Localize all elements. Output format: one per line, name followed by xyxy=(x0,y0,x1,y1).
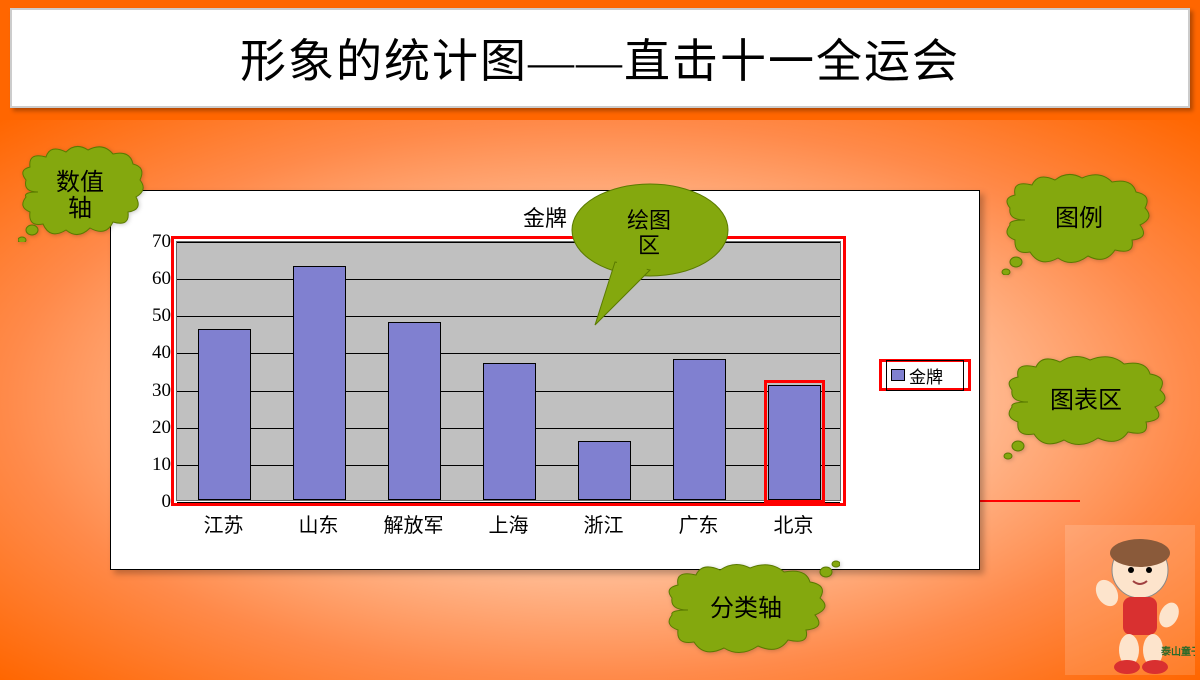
legend: 金牌 xyxy=(886,360,964,391)
y-tick-label: 30 xyxy=(152,380,171,402)
cloud-value-axis-label: 数值 轴 xyxy=(56,170,104,223)
x-tick-label: 广东 xyxy=(651,509,746,538)
callout-plot-region-label: 绘图 区 xyxy=(627,208,671,259)
bar xyxy=(483,363,535,500)
y-tick-label: 20 xyxy=(152,417,171,439)
cloud-category-axis: 分类轴 xyxy=(660,560,840,665)
x-tick-label: 解放军 xyxy=(366,509,461,538)
cloud-value-axis: 数值 轴 xyxy=(18,142,148,242)
grid-line xyxy=(177,316,840,317)
bar xyxy=(673,359,725,500)
y-tick-label: 50 xyxy=(152,305,171,327)
mascot-image: 泰山童子 xyxy=(1065,525,1195,675)
grid-line xyxy=(177,279,840,280)
bar xyxy=(388,322,440,500)
y-tick-label: 60 xyxy=(152,268,171,290)
legend-label: 金牌 xyxy=(909,363,943,388)
grid-line xyxy=(177,242,840,243)
y-tick-label: 40 xyxy=(152,342,171,364)
title-box: 形象的统计图——直击十一全运会 xyxy=(10,8,1190,108)
y-tick-label: 0 xyxy=(162,491,172,513)
cloud-category-axis-label: 分类轴 xyxy=(710,596,782,622)
bar xyxy=(768,385,820,500)
cloud-chart-region: 图表区 xyxy=(1000,350,1180,460)
cloud-legend: 图例 xyxy=(1000,170,1160,275)
page-title: 形象的统计图——直击十一全运会 xyxy=(240,25,960,91)
chart-area: 金牌 010203040506070 江苏山东解放军上海浙江广东北京 金牌 xyxy=(110,190,980,570)
cloud-legend-label: 图例 xyxy=(1055,206,1103,232)
svg-text:泰山童子: 泰山童子 xyxy=(1160,645,1195,658)
y-tick-label: 10 xyxy=(152,454,171,476)
x-tick-label: 浙江 xyxy=(556,509,651,538)
cloud-chart-region-label: 图表区 xyxy=(1050,388,1122,414)
callout-plot-region: 绘图 区 xyxy=(555,180,735,330)
x-tick-label: 山东 xyxy=(271,509,366,538)
x-tick-label: 江苏 xyxy=(176,509,271,538)
x-tick-label: 上海 xyxy=(461,509,556,538)
x-tick-label: 北京 xyxy=(746,509,841,538)
legend-swatch xyxy=(891,369,905,381)
plot-area: 010203040506070 xyxy=(176,241,841,501)
y-tick-label: 70 xyxy=(152,231,171,253)
legend-highlight: 金牌 xyxy=(879,359,971,391)
bar xyxy=(293,266,345,500)
bar xyxy=(578,441,630,500)
grid-line xyxy=(177,502,840,503)
grid-line xyxy=(177,353,840,354)
bar xyxy=(198,329,250,500)
